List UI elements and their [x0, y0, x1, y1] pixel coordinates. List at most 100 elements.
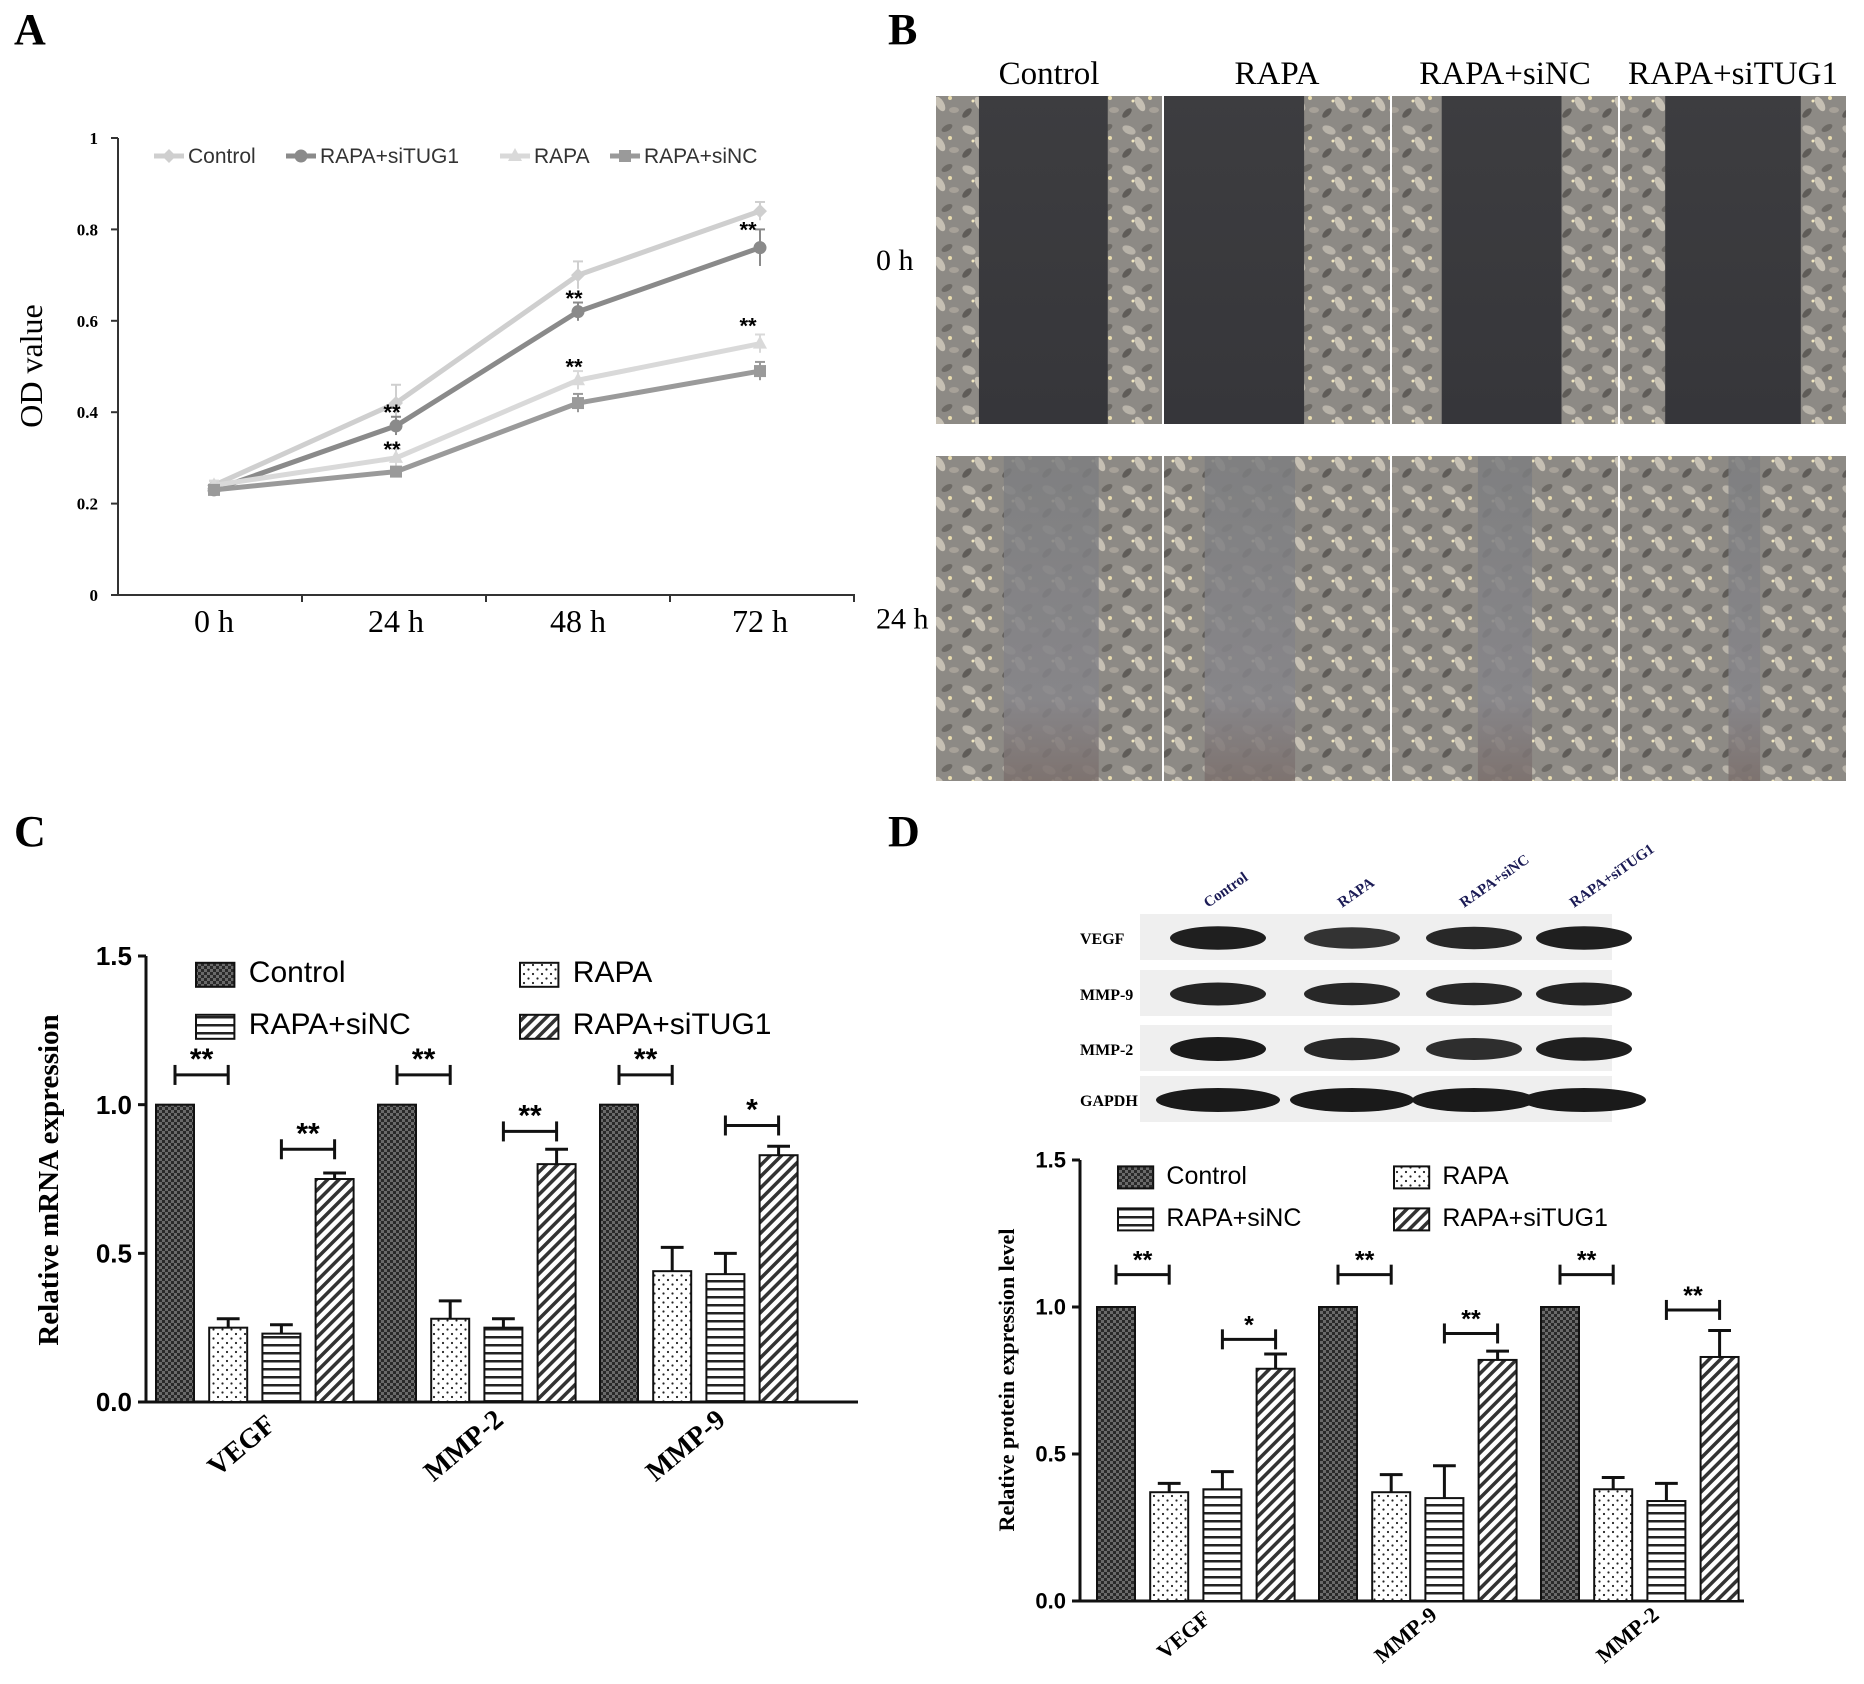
protein-label: GAPDH [1080, 1093, 1138, 1110]
bar-mmp-9-rapa-situg1 [1477, 1358, 1518, 1603]
significance-label: * [746, 1093, 758, 1126]
legend-swatch [519, 961, 560, 988]
point-marker [571, 372, 585, 386]
y-tick-label: 0.6 [77, 312, 98, 331]
column-label: RAPA+siTUG1 [1628, 56, 1838, 92]
y-axis-label: Relative protein expression level [994, 1229, 1019, 1532]
bar-mmp-9-rapa [652, 1270, 693, 1403]
panel-d-western-blot: Control RAPA RAPA+siNC RAPA+siTUG1 VEGF MMP-9… [1080, 841, 1657, 1122]
y-axis-label: OD value [13, 304, 49, 428]
series-line [213, 341, 761, 488]
significance-label: ** [1683, 1282, 1703, 1310]
y-tick-label: 0.2 [77, 495, 98, 514]
y-tick-label: 1.0 [1035, 1295, 1066, 1320]
point-marker [508, 148, 522, 161]
bar-vegf-rapa-sinc [261, 1332, 302, 1403]
category-label: MMP-9 [1369, 1602, 1441, 1668]
panel-letter-a: A [14, 5, 46, 54]
significance-label: ** [518, 1099, 542, 1132]
y-tick-label: 1.0 [96, 1090, 132, 1120]
point-marker [294, 149, 308, 163]
legend-swatch [1117, 1165, 1155, 1190]
point-marker [162, 149, 176, 163]
legend-swatch [1393, 1165, 1431, 1190]
legend-label: RAPA+siNC [1166, 1204, 1301, 1232]
band-mmp-9-lane-1 [1304, 982, 1400, 1006]
point-marker [753, 335, 767, 349]
band-mmp-9-lane-2 [1426, 982, 1522, 1006]
category-label: MMP-2 [1591, 1602, 1663, 1668]
significance-label: ** [412, 1043, 436, 1076]
significance-label: ** [383, 437, 401, 462]
point-marker [571, 305, 585, 319]
bar-mmp-9-rapa-situg1 [758, 1154, 799, 1404]
legend-swatch [1393, 1207, 1431, 1232]
bar-mmp-9-rapa-sinc [705, 1273, 746, 1403]
y-axis-label: Relative mRNA expression [33, 1014, 65, 1345]
band-mmp-2-lane-1 [1304, 1037, 1400, 1061]
bar-mmp-9-control [1318, 1306, 1358, 1602]
point-marker [572, 397, 584, 410]
significance-label: ** [190, 1043, 214, 1076]
legend-label: RAPA [573, 956, 652, 989]
significance-label: ** [1577, 1247, 1597, 1275]
legend-swatch [519, 1013, 560, 1040]
wound-gap [1204, 456, 1296, 781]
panel-d-bar-chart: 0.0 0.5 1.0 1.5 Relative protein expression … [994, 1148, 1744, 1668]
band-gapdh-lane-1 [1290, 1088, 1414, 1112]
y-tick-label: 1.5 [1035, 1148, 1066, 1173]
lane-label: RAPA+siTUG1 [1567, 841, 1657, 911]
legend-label: Control [188, 145, 256, 168]
micrograph-24h-1 [1164, 456, 1390, 781]
legend-label: RAPA [1442, 1162, 1509, 1190]
significance-label: ** [565, 355, 583, 380]
series-rapa [207, 333, 767, 491]
legend: Control RAPA+siNC RAPA RAPA+siTUG1 [195, 956, 771, 1041]
panel-b-wound-healing-images: Control RAPA RAPA+siNC RAPA+siTUG1 0 h 24 h [876, 56, 1846, 781]
bar-vegf-rapa [1149, 1491, 1190, 1602]
column-label: RAPA [1235, 56, 1320, 92]
series-line [213, 368, 761, 493]
band-mmp-9-lane-0 [1170, 982, 1266, 1006]
point-marker [754, 365, 766, 378]
legend-label: Control [249, 956, 346, 989]
x-tick-label: 48 h [550, 603, 606, 639]
bar-mmp-2-rapa-situg1 [1699, 1355, 1740, 1602]
wound-gap [1728, 456, 1761, 781]
y-tick-label: 0.0 [96, 1387, 132, 1417]
micrograph-24h-2 [1392, 456, 1618, 781]
band-mmp-2-lane-2 [1426, 1038, 1522, 1060]
y-tick-label: 1.5 [96, 941, 132, 971]
protein-label: VEGF [1080, 931, 1125, 948]
significance-label: ** [634, 1043, 658, 1076]
significance-label: ** [1133, 1247, 1153, 1275]
significance-label: * [1244, 1311, 1254, 1339]
band-gapdh-lane-3 [1522, 1088, 1646, 1112]
bar-mmp-2-rapa-sinc [483, 1326, 524, 1403]
bar-mmp-2-control [377, 1103, 417, 1403]
band-vegf-lane-1 [1304, 927, 1400, 949]
y-tick-label: 0.5 [1035, 1442, 1066, 1467]
band-vegf-lane-2 [1426, 926, 1522, 950]
significance-label: ** [739, 217, 757, 242]
lane-label: RAPA [1335, 875, 1378, 911]
band-mmp-2-lane-3 [1536, 1037, 1632, 1061]
series-rapa-situg1 [207, 228, 767, 497]
significance-label: ** [1355, 1247, 1375, 1275]
y-tick-label: 0.4 [77, 403, 99, 422]
micrograph-0h-1 [1164, 96, 1390, 424]
legend-swatch [1117, 1207, 1155, 1232]
wound-gap [1665, 96, 1801, 424]
legend-label: RAPA+siTUG1 [1442, 1204, 1608, 1232]
point-marker [390, 465, 402, 478]
micrograph-0h-0 [936, 96, 1162, 424]
category-label: VEGF [202, 1409, 282, 1483]
legend-swatch [195, 961, 236, 988]
bar-vegf-rapa-situg1 [1255, 1367, 1296, 1602]
wound-gap [1003, 456, 1099, 781]
legend-swatch [195, 1013, 236, 1040]
x-tick-label: 24 h [368, 603, 424, 639]
bar-vegf-rapa-situg1 [314, 1178, 355, 1403]
point-marker [753, 204, 767, 219]
